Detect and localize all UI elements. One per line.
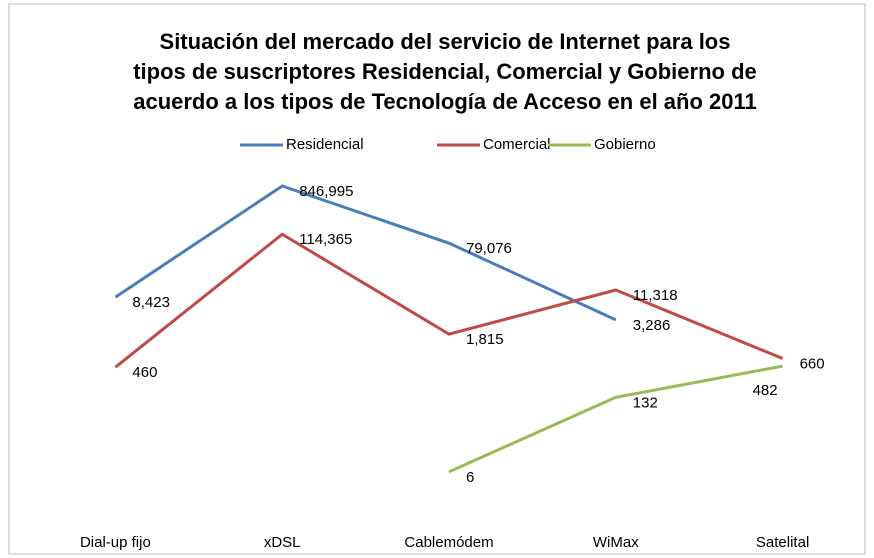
data-label: 1,815 bbox=[466, 331, 504, 348]
x-tick-label: WiMax bbox=[593, 534, 639, 551]
data-label: 11,318 bbox=[633, 287, 678, 304]
data-label: 79,076 bbox=[466, 240, 512, 257]
data-label: 6 bbox=[466, 469, 474, 486]
x-tick-label: Cablemódem bbox=[404, 534, 493, 551]
series-line bbox=[114, 232, 784, 369]
data-label: 8,423 bbox=[132, 294, 170, 311]
series-line bbox=[114, 184, 617, 322]
data-label: 132 bbox=[633, 394, 658, 411]
chart-title: tipos de suscriptores Residencial, Comer… bbox=[133, 59, 757, 84]
x-tick-label: xDSL bbox=[264, 534, 301, 551]
series-line bbox=[448, 364, 783, 474]
chart-frame bbox=[8, 3, 866, 555]
data-label: 846,995 bbox=[299, 183, 353, 200]
legend-label: Comercial bbox=[483, 136, 551, 153]
x-tick-label: Dial-up fijo bbox=[80, 534, 151, 551]
x-tick-label: Satelital bbox=[756, 534, 809, 551]
legend-label: Gobierno bbox=[594, 136, 656, 153]
chart-title: acuerdo a los tipos de Tecnología de Acc… bbox=[133, 89, 757, 114]
data-label: 3,286 bbox=[633, 317, 671, 334]
chart-title: Situación del mercado del servicio de In… bbox=[160, 29, 731, 54]
data-label: 660 bbox=[800, 355, 825, 372]
data-label: 482 bbox=[753, 382, 778, 399]
legend-label: Residencial bbox=[286, 136, 364, 153]
data-label: 460 bbox=[132, 364, 157, 381]
data-label: 114,365 bbox=[299, 231, 352, 248]
